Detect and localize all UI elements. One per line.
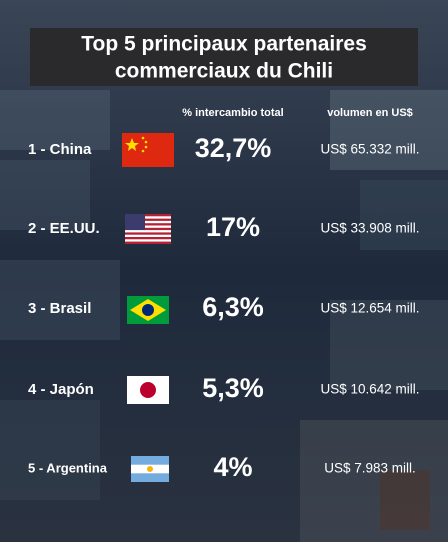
partner-label: 1 - China [28, 141, 92, 158]
partner-label: 5 - Argentina [28, 460, 108, 475]
title-line: commerciaux du Chili [115, 60, 333, 83]
partner-label: 3 - Brasil [28, 300, 91, 317]
trade-share: 17% [206, 212, 260, 242]
trade-volume: US$ 65.332 mill. [320, 142, 419, 157]
trade-share: 6,3% [202, 292, 264, 322]
title-box [30, 28, 418, 86]
trade-volume: US$ 10.642 mill. [320, 382, 419, 397]
rows: 1 - China 32,7% US$ 65.332 mill. 2 - EE.UU.… [28, 133, 420, 482]
flag-japan [127, 376, 169, 404]
trade-share: 5,3% [202, 373, 264, 403]
partner-label: 2 - EE.UU. [28, 220, 100, 237]
flag-argentina [131, 456, 169, 482]
trade-share: 4% [213, 452, 252, 482]
partner-label: 4 - Japón [28, 381, 94, 398]
trade-share: 32,7% [195, 133, 272, 163]
trade-volume: US$ 7.983 mill. [324, 461, 416, 476]
flag-brazil [127, 296, 169, 324]
container-backdrop [0, 90, 448, 542]
trade-volume: US$ 12.654 mill. [320, 301, 419, 316]
column-header: % intercambio total [182, 107, 283, 119]
trade-volume: US$ 33.908 mill. [320, 221, 419, 236]
flag-china [122, 133, 174, 167]
title-line: Top 5 principaux partenaires [81, 33, 367, 56]
flag-usa [125, 214, 171, 244]
column-header: volumen en US$ [327, 107, 413, 119]
